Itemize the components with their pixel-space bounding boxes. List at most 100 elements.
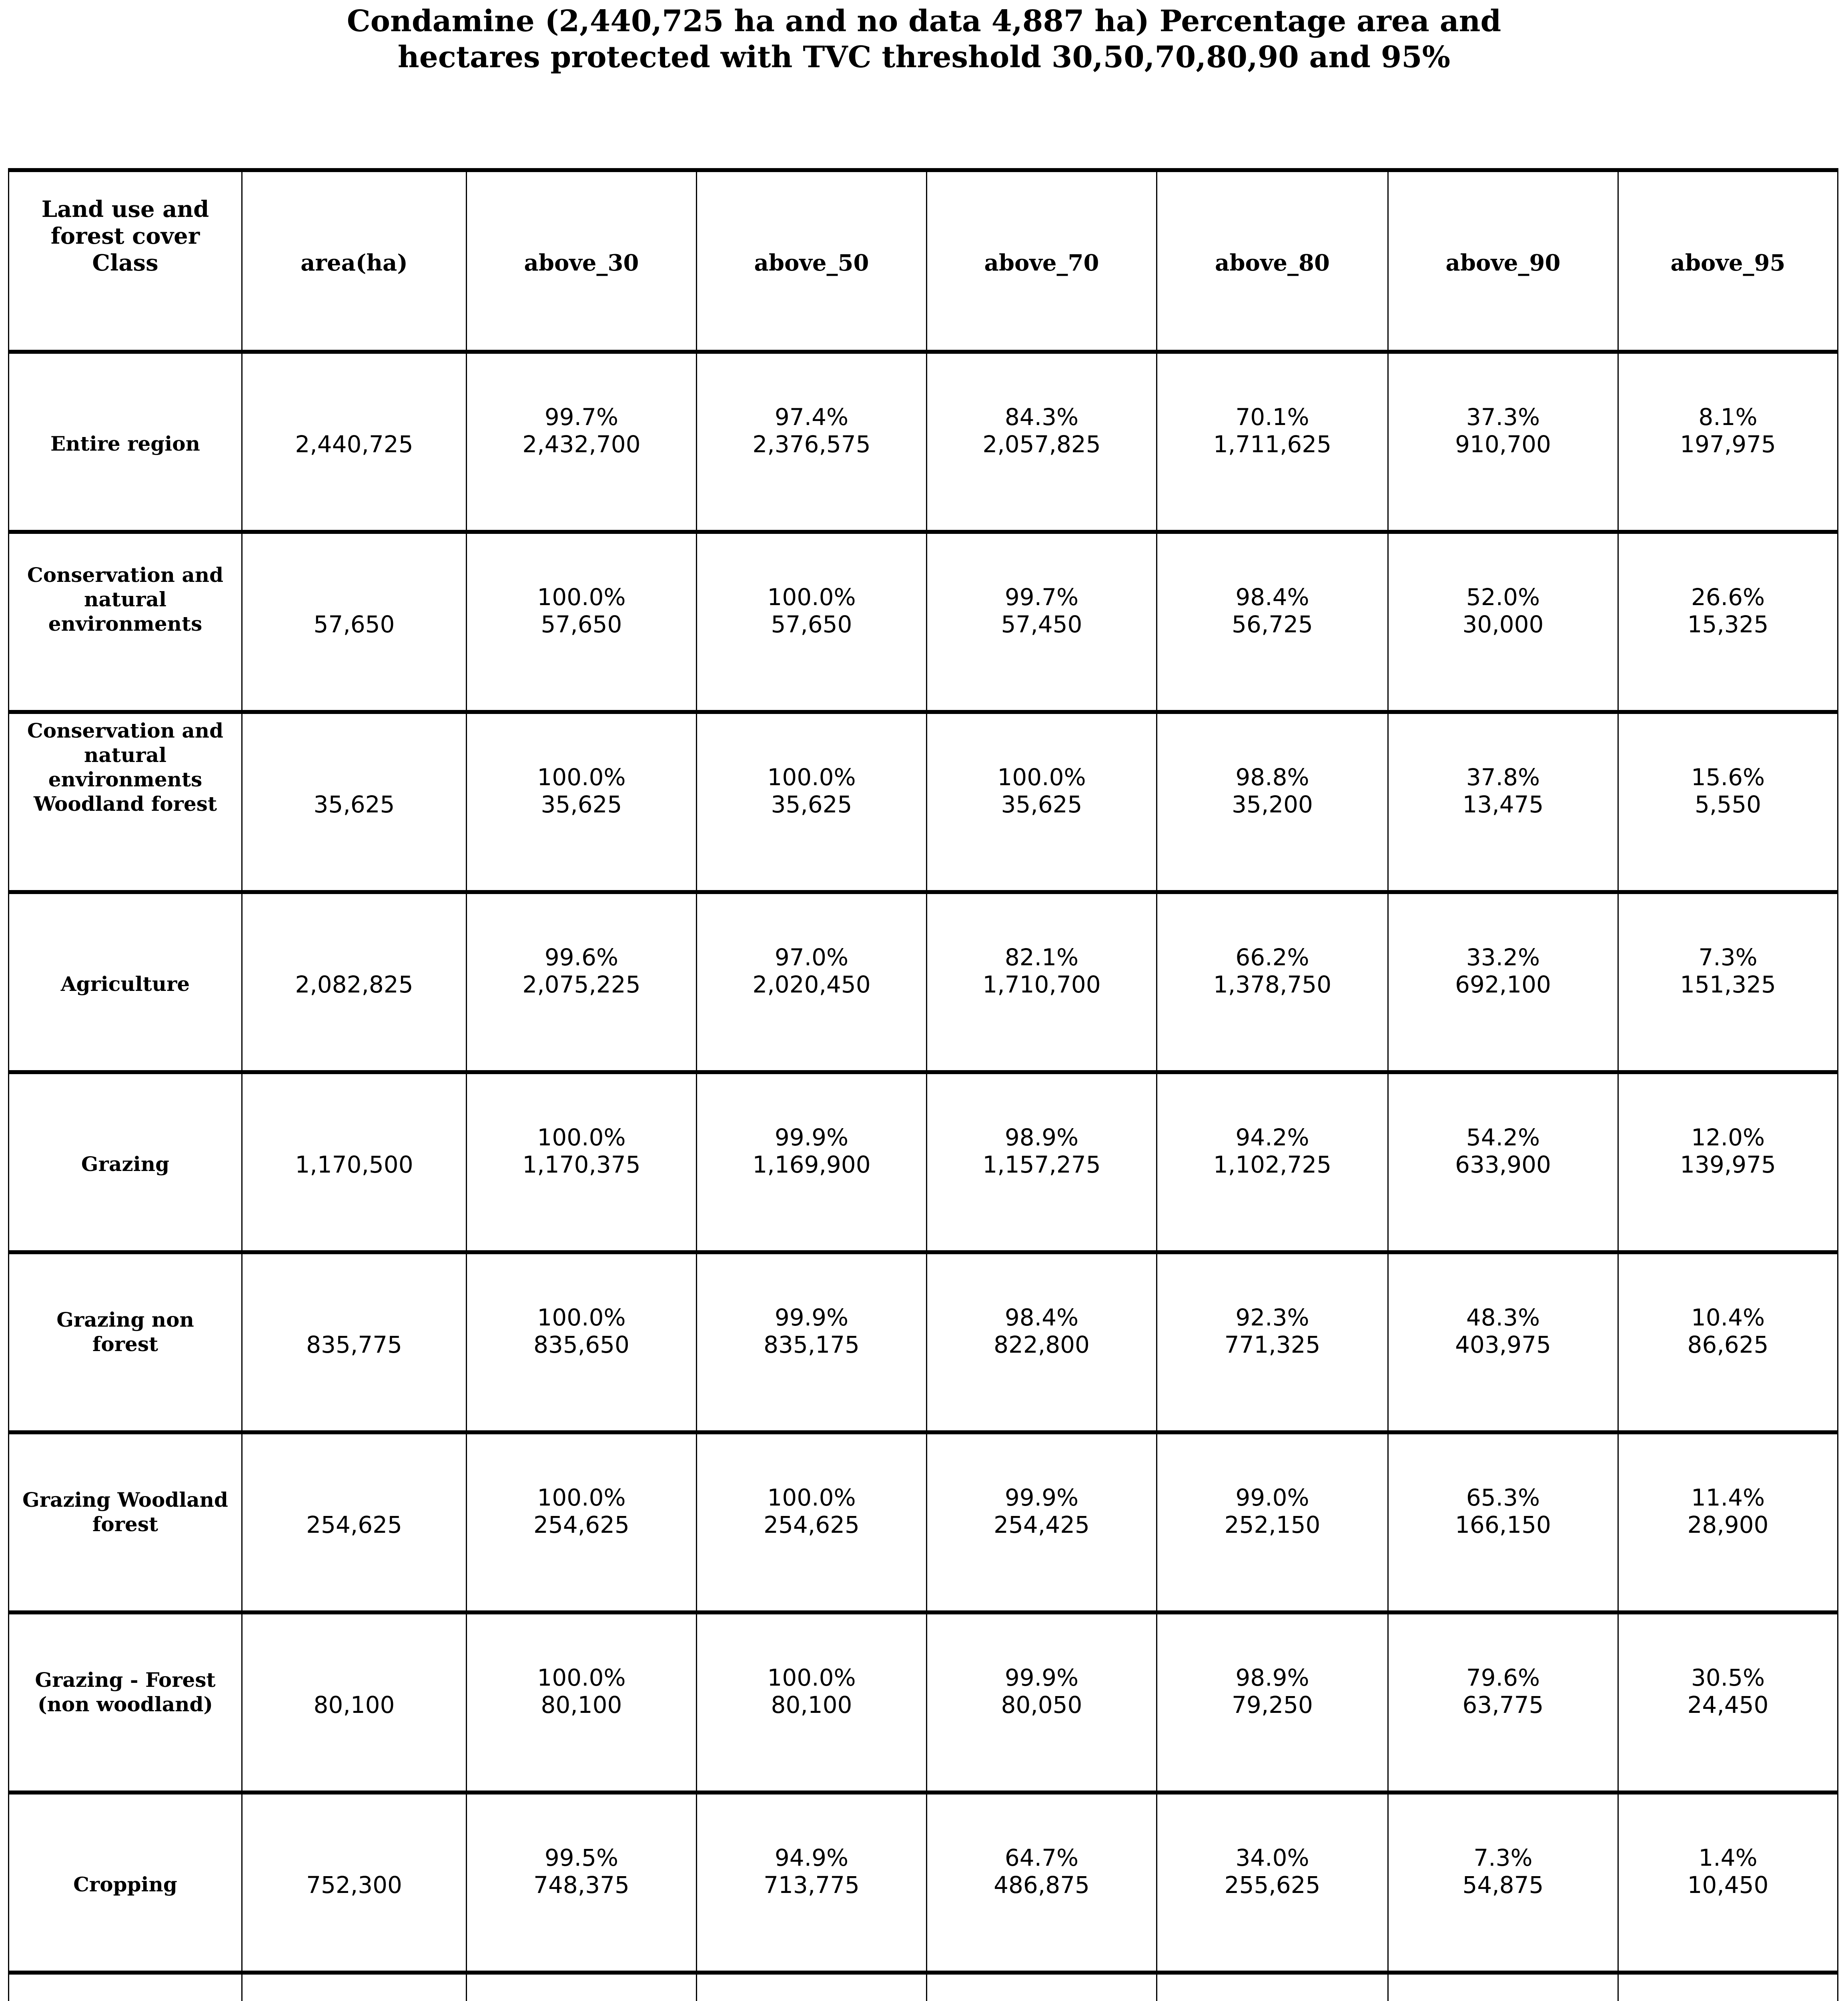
row-label-cell: Grazing - Forest (non woodland) xyxy=(35,1668,216,1716)
value-cell: 70.1% 1,711,625 xyxy=(1156,354,1387,530)
value-cell: 100.0% 254,625 xyxy=(696,1434,926,1610)
col-header-above-80: above_80 xyxy=(1156,172,1387,350)
value-cell: 100.0% 835,650 xyxy=(466,1254,696,1430)
area-cell: 2,440,725 xyxy=(241,354,466,530)
value-cell: 98.9% 79,250 xyxy=(1156,1614,1387,1790)
value-cell: 66.2% 1,378,750 xyxy=(1156,894,1387,1070)
value-cell: 11.4% 28,900 xyxy=(1618,1434,1837,1610)
value-cell: 99.9% 1,169,900 xyxy=(696,1074,926,1250)
value-cell: 97.4% 2,376,575 xyxy=(696,354,926,530)
row-label-cell: Grazing non forest xyxy=(56,1308,194,1356)
table-row: Grazing non forest 835,775 100.0% 835,650 9… xyxy=(9,1254,1837,1434)
col-header-land-use-class: Land use and forest cover Class xyxy=(41,196,209,277)
value-cell: 30.5% 24,450 xyxy=(1618,1614,1837,1790)
table-body: Entire region 2,440,725 99.7% 2,432,700 97.… xyxy=(9,354,1837,2001)
value-cell: 65.3% 166,150 xyxy=(1387,1434,1618,1610)
row-label-cell: Irrigation xyxy=(9,1975,241,2001)
table-row: Conservation and natural environments 57,… xyxy=(9,534,1837,714)
value-cell: 100.0% 254,625 xyxy=(466,1434,696,1610)
table-row: Grazing Woodland forest 254,625 100.0% 254… xyxy=(9,1434,1837,1614)
row-label-cell: Conservation and natural environments xyxy=(27,563,224,636)
area-cell: 159,750 xyxy=(241,1975,466,2001)
value-cell: 92.3% 771,325 xyxy=(1156,1254,1387,1430)
value-cell: 26.6% 15,325 xyxy=(1618,534,1837,710)
table-row: Entire region 2,440,725 99.7% 2,432,700 97.… xyxy=(9,354,1837,534)
data-table: Land use and forest cover Class area(ha)… xyxy=(8,168,1838,2001)
value-cell: 97.8% 156,200 xyxy=(466,1975,696,2001)
row-label-cell: Grazing Woodland forest xyxy=(22,1488,228,1536)
table-row: Agriculture 2,082,825 99.6% 2,075,225 97.0%… xyxy=(9,894,1837,1074)
value-cell: 41.5% 66,300 xyxy=(926,1975,1156,2001)
col-header-area-ha: area(ha) xyxy=(241,172,466,350)
table-row: Grazing 1,170,500 100.0% 1,170,375 99.9% 1,… xyxy=(9,1074,1837,1254)
row-label-cell: Grazing xyxy=(81,1152,170,1176)
value-cell: 54.2% 633,900 xyxy=(1387,1074,1618,1250)
value-cell: 98.9% 1,157,275 xyxy=(926,1074,1156,1250)
value-cell: 84.3% 2,057,825 xyxy=(926,354,1156,530)
value-cell: 100.0% 80,100 xyxy=(466,1614,696,1790)
value-cell: 99.9% 254,425 xyxy=(926,1434,1156,1610)
col-header-above-90: above_90 xyxy=(1387,172,1618,350)
col-header-above-70: above_70 xyxy=(926,172,1156,350)
value-cell: 97.0% 2,020,450 xyxy=(696,894,926,1070)
value-cell: 34.0% 255,625 xyxy=(1156,1794,1387,1971)
col-header-above-95: above_95 xyxy=(1618,172,1837,350)
value-cell: 100.0% 35,625 xyxy=(926,714,1156,890)
value-cell: 100.0% 1,170,375 xyxy=(466,1074,696,1250)
value-cell: 94.9% 713,775 xyxy=(696,1794,926,1971)
value-cell: 82.1% 1,710,700 xyxy=(926,894,1156,1070)
row-label-cell: Entire region xyxy=(50,432,200,455)
table-row: Irrigation159,75097.8% 156,20085.5% 136,… xyxy=(9,1975,1837,2001)
value-cell: 100.0% 57,650 xyxy=(466,534,696,710)
value-cell: 52.0% 30,000 xyxy=(1387,534,1618,710)
area-cell: 57,650 xyxy=(241,534,466,710)
table-header-row: Land use and forest cover Class area(ha)… xyxy=(9,172,1837,354)
area-cell: 80,100 xyxy=(241,1614,466,1790)
value-cell: 98.8% 35,200 xyxy=(1156,714,1387,890)
value-cell: 64.7% 486,875 xyxy=(926,1794,1156,1971)
col-header-above-50: above_50 xyxy=(696,172,926,350)
value-cell: 37.3% 910,700 xyxy=(1387,354,1618,530)
value-cell: 12.6% 20,200 xyxy=(1156,1975,1387,2001)
value-cell: 100.0% 35,625 xyxy=(466,714,696,890)
value-cell: 12.0% 139,975 xyxy=(1618,1074,1837,1250)
value-cell: 37.8% 13,475 xyxy=(1387,714,1618,890)
value-cell: 99.0% 252,150 xyxy=(1156,1434,1387,1610)
row-label-cell: Agriculture xyxy=(60,972,190,996)
table-row: Cropping 752,300 99.5% 748,375 94.9% 713,77… xyxy=(9,1794,1837,1975)
table-row: Conservation and natural environments Wo… xyxy=(9,714,1837,894)
value-cell: 98.4% 56,725 xyxy=(1156,534,1387,710)
value-cell: 94.2% 1,102,725 xyxy=(1156,1074,1387,1250)
value-cell: 33.2% 692,100 xyxy=(1387,894,1618,1070)
area-cell: 752,300 xyxy=(241,1794,466,1971)
value-cell: 2.0% 3,250 xyxy=(1387,1975,1618,2001)
value-cell: 99.7% 57,450 xyxy=(926,534,1156,710)
value-cell: 15.6% 5,550 xyxy=(1618,714,1837,890)
value-cell: 85.5% 136,525 xyxy=(696,1975,926,2001)
value-cell: 100.0% 35,625 xyxy=(696,714,926,890)
value-cell: 100.0% 80,100 xyxy=(696,1614,926,1790)
value-cell: 99.9% 835,175 xyxy=(696,1254,926,1430)
value-cell: 7.3% 151,325 xyxy=(1618,894,1837,1070)
value-cell: 0.5% 875 xyxy=(1618,1975,1837,2001)
area-cell: 254,625 xyxy=(241,1434,466,1610)
table-row: Grazing - Forest (non woodland) 80,100 100… xyxy=(9,1614,1837,1794)
value-cell: 99.7% 2,432,700 xyxy=(466,354,696,530)
value-cell: 99.9% 80,050 xyxy=(926,1614,1156,1790)
value-cell: 100.0% 57,650 xyxy=(696,534,926,710)
value-cell: 7.3% 54,875 xyxy=(1387,1794,1618,1971)
area-cell: 2,082,825 xyxy=(241,894,466,1070)
value-cell: 98.4% 822,800 xyxy=(926,1254,1156,1430)
value-cell: 1.4% 10,450 xyxy=(1618,1794,1837,1971)
col-header-above-30: above_30 xyxy=(466,172,696,350)
value-cell: 79.6% 63,775 xyxy=(1387,1614,1618,1790)
value-cell: 99.5% 748,375 xyxy=(466,1794,696,1971)
area-cell: 1,170,500 xyxy=(241,1074,466,1250)
area-cell: 35,625 xyxy=(241,714,466,890)
value-cell: 48.3% 403,975 xyxy=(1387,1254,1618,1430)
value-cell: 10.4% 86,625 xyxy=(1618,1254,1837,1430)
page-title: Condamine (2,440,725 ha and no data 4,88… xyxy=(347,4,1501,75)
row-label-cell: Cropping xyxy=(73,1873,177,1896)
value-cell: 99.6% 2,075,225 xyxy=(466,894,696,1070)
value-cell: 8.1% 197,975 xyxy=(1618,354,1837,530)
